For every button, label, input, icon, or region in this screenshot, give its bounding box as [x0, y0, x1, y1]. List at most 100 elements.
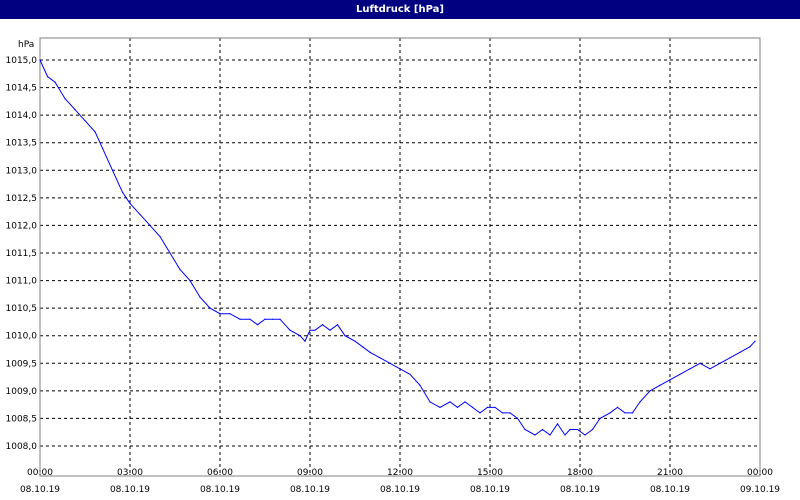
- y-tick-label: 1013,5: [6, 139, 38, 149]
- x-tick-time-label: 06:00: [207, 468, 233, 478]
- data-point: [129, 202, 131, 204]
- data-point: [399, 368, 401, 370]
- data-point: [631, 412, 634, 414]
- data-point: [524, 428, 526, 431]
- data-point: [111, 169, 114, 171]
- x-tick-time-label: 15:00: [477, 468, 503, 478]
- data-point: [456, 406, 459, 408]
- chart-area: hPa 1008,0 1008,5 1009,0 1009,5 1010,0 1010,5…: [0, 19, 800, 500]
- y-tick-label: 1014,5: [6, 84, 38, 94]
- y-tick-label: 1009,5: [6, 359, 38, 369]
- data-point: [659, 384, 661, 386]
- data-point: [689, 368, 691, 370]
- data-point: [209, 307, 211, 309]
- plot-frame: [39, 37, 761, 477]
- data-point: [564, 434, 566, 436]
- data-point: [219, 313, 221, 315]
- data-point: [249, 318, 251, 320]
- data-point: [271, 318, 274, 320]
- data-point: [649, 390, 651, 392]
- data-point: [279, 318, 281, 320]
- data-point: [369, 351, 371, 353]
- y-tick-label: 1011,0: [6, 277, 38, 287]
- x-tick-date-label: 08.10.19: [650, 485, 690, 495]
- data-point: [159, 235, 161, 238]
- data-point: [429, 401, 431, 403]
- data-point: [309, 329, 311, 331]
- data-point: [361, 346, 364, 348]
- data-point: [336, 324, 339, 326]
- x-tick-date-label: 08.10.19: [470, 485, 510, 495]
- pressure-chart: hPa 1008,0 1008,5 1009,0 1009,5 1010,0 1010,5…: [6, 37, 780, 495]
- data-point: [179, 268, 181, 271]
- y-tick-label: 1008,5: [6, 414, 38, 424]
- data-point: [121, 191, 124, 193]
- data-point: [84, 120, 86, 122]
- data-point: [299, 335, 301, 337]
- data-point: [471, 406, 474, 408]
- data-point: [509, 412, 511, 414]
- data-point: [46, 75, 49, 78]
- data-point: [169, 252, 171, 254]
- data-point: [719, 362, 721, 364]
- data-point: [584, 434, 586, 436]
- data-point: [556, 423, 559, 425]
- data-point: [699, 362, 701, 364]
- y-axis-unit-label: hPa: [18, 40, 34, 50]
- data-point: [264, 318, 266, 320]
- data-point: [199, 296, 201, 298]
- data-point: [189, 280, 191, 282]
- x-tick-date-label: 08.10.19: [290, 485, 330, 495]
- data-point: [516, 417, 519, 419]
- data-point: [479, 412, 481, 414]
- y-tick-label: 1011,5: [6, 249, 38, 259]
- data-point: [329, 329, 331, 331]
- y-tick-label: 1009,0: [6, 387, 38, 397]
- data-point: [609, 412, 611, 414]
- data-point: [149, 224, 151, 226]
- data-point: [624, 412, 626, 414]
- x-tick-time-label: 00:00: [27, 468, 53, 478]
- data-point: [569, 428, 571, 431]
- data-point: [679, 373, 681, 375]
- data-point: [419, 384, 421, 386]
- grid: [40, 38, 761, 476]
- data-point: [439, 406, 441, 408]
- x-axis-ticks: 00:00 08.10.19 03:00 08.10.19 06:00 08.10.19 0…: [20, 468, 780, 495]
- data-point: [256, 324, 259, 326]
- x-tick-time-label: 09:00: [297, 468, 323, 478]
- x-tick-date-label: 08.10.19: [380, 485, 420, 495]
- data-point: [739, 351, 741, 353]
- data-point: [464, 401, 466, 403]
- data-point: [54, 81, 56, 83]
- data-point: [616, 406, 619, 408]
- y-tick-label: 1014,0: [6, 111, 38, 121]
- data-point: [289, 329, 291, 331]
- data-point: [749, 346, 751, 348]
- x-tick-date-label: 08.10.19: [200, 485, 240, 495]
- x-tick-time-label: 21:00: [657, 468, 683, 478]
- x-tick-date-label: 08.10.19: [560, 485, 600, 495]
- data-point: [449, 401, 451, 403]
- data-point: [501, 412, 504, 414]
- data-point: [354, 340, 356, 342]
- x-tick-time-label: 18:00: [567, 468, 593, 478]
- data-point: [409, 373, 411, 375]
- data-point: [64, 98, 66, 100]
- data-point: [729, 357, 731, 359]
- x-tick-date-label: 09.10.19: [740, 485, 780, 495]
- y-tick-label: 1012,5: [6, 194, 38, 204]
- x-tick-date-label: 08.10.19: [110, 485, 150, 495]
- data-point: [314, 329, 316, 331]
- y-tick-label: 1013,0: [6, 166, 38, 176]
- data-point: [669, 379, 671, 381]
- data-point: [599, 417, 601, 419]
- data-point: [639, 401, 641, 403]
- x-tick-time-label: 00:00: [747, 468, 773, 478]
- data-point: [541, 428, 544, 431]
- data-point: [389, 362, 391, 364]
- data-point: [229, 313, 231, 315]
- y-tick-label: 1008,0: [6, 442, 38, 452]
- y-tick-label: 1010,5: [6, 304, 38, 314]
- data-point: [379, 357, 381, 359]
